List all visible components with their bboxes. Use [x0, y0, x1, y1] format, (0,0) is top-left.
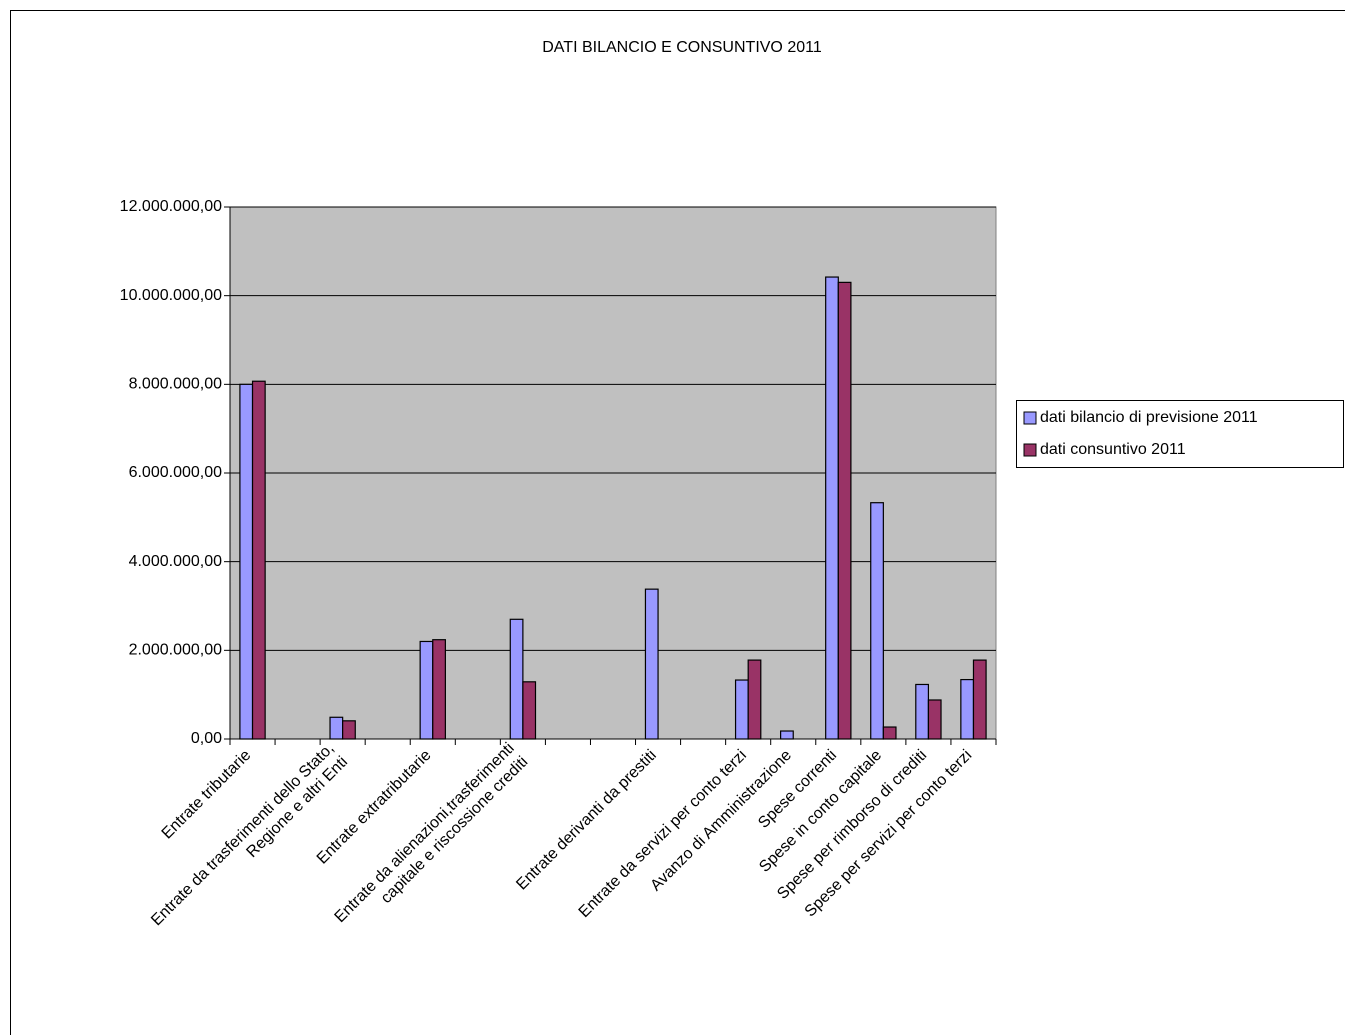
legend-label: dati bilancio di previsione 2011 [1040, 409, 1258, 426]
y-tick-label: 2.000.000,00 [129, 642, 223, 659]
bar [915, 683, 930, 740]
bar [747, 659, 762, 740]
bar [927, 699, 942, 740]
bar [780, 730, 794, 740]
bar [239, 383, 254, 740]
bar [972, 659, 987, 740]
bar [329, 716, 344, 740]
legend-swatch [1023, 411, 1037, 425]
y-tick-label: 8.000.000,00 [129, 376, 223, 393]
legend-swatch [1023, 443, 1037, 457]
y-tick-label: 6.000.000,00 [129, 464, 223, 481]
bar [870, 502, 884, 740]
bar [251, 380, 266, 740]
bar [509, 618, 524, 740]
bar [342, 720, 356, 740]
y-tick-label: 12.000.000,00 [120, 198, 222, 215]
bar [882, 726, 897, 740]
bar [432, 639, 446, 740]
bar [644, 588, 659, 740]
bar [734, 679, 749, 740]
bar [837, 281, 852, 740]
bar [419, 640, 434, 740]
chart-title: DATI BILANCIO E CONSUNTIVO 2011 [542, 39, 822, 56]
y-tick-label: 10.000.000,00 [120, 287, 222, 304]
legend-label: dati consuntivo 2011 [1040, 441, 1186, 458]
bar [522, 681, 537, 740]
legend-box [1016, 400, 1344, 468]
bar [825, 276, 839, 740]
y-tick-label: 0,00 [191, 730, 222, 747]
bar [960, 678, 975, 740]
y-tick-label: 4.000.000,00 [129, 553, 223, 570]
